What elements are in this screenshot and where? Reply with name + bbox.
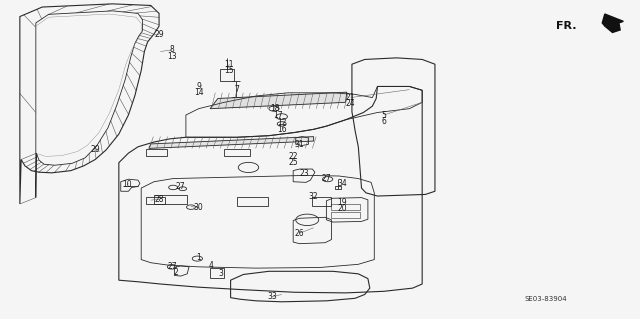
Bar <box>220 69 234 81</box>
Bar <box>154 195 187 204</box>
Text: 34: 34 <box>337 179 348 188</box>
Text: 31: 31 <box>295 140 305 149</box>
Text: FR.: FR. <box>556 21 577 31</box>
Text: 19: 19 <box>337 198 347 207</box>
Text: 32: 32 <box>309 191 319 201</box>
Bar <box>332 204 360 210</box>
Text: 7: 7 <box>234 85 239 94</box>
Bar <box>312 197 332 205</box>
Text: 1: 1 <box>196 254 201 263</box>
Text: 4: 4 <box>209 261 214 271</box>
Text: 12: 12 <box>277 118 287 128</box>
Text: 27: 27 <box>176 182 186 191</box>
Text: 21: 21 <box>346 93 355 102</box>
Text: 29: 29 <box>154 30 164 39</box>
Text: 24: 24 <box>346 100 355 108</box>
Polygon shape <box>210 92 347 109</box>
Bar <box>237 197 268 205</box>
Text: 27: 27 <box>167 262 177 271</box>
Text: 13: 13 <box>167 52 177 61</box>
Text: 14: 14 <box>194 88 204 97</box>
Text: 33: 33 <box>268 292 277 301</box>
Bar <box>224 149 250 156</box>
Text: 18: 18 <box>271 104 280 113</box>
Text: 30: 30 <box>194 203 204 212</box>
Bar <box>335 186 341 189</box>
Text: 27: 27 <box>321 174 331 183</box>
Text: 20: 20 <box>337 204 347 213</box>
Bar <box>210 268 224 278</box>
Text: 9: 9 <box>196 82 201 91</box>
Text: 23: 23 <box>300 169 309 178</box>
Text: 28: 28 <box>154 195 164 204</box>
Text: 3: 3 <box>219 269 223 278</box>
Text: 26: 26 <box>295 229 305 238</box>
Polygon shape <box>149 137 314 148</box>
Text: 22: 22 <box>289 152 298 161</box>
Bar <box>147 149 167 156</box>
Text: 16: 16 <box>277 125 287 134</box>
Polygon shape <box>602 14 623 33</box>
Text: 8: 8 <box>170 45 174 55</box>
Text: 2: 2 <box>174 268 179 278</box>
Text: 29: 29 <box>90 145 100 154</box>
Text: 6: 6 <box>381 117 387 126</box>
Text: 25: 25 <box>289 158 298 167</box>
Text: 11: 11 <box>225 60 234 69</box>
Bar <box>147 197 166 204</box>
Text: 15: 15 <box>225 66 234 75</box>
Text: 17: 17 <box>274 111 284 120</box>
Text: 10: 10 <box>122 181 132 189</box>
Text: 5: 5 <box>381 111 387 120</box>
Text: SE03-83904: SE03-83904 <box>524 296 567 301</box>
Bar <box>332 212 360 218</box>
